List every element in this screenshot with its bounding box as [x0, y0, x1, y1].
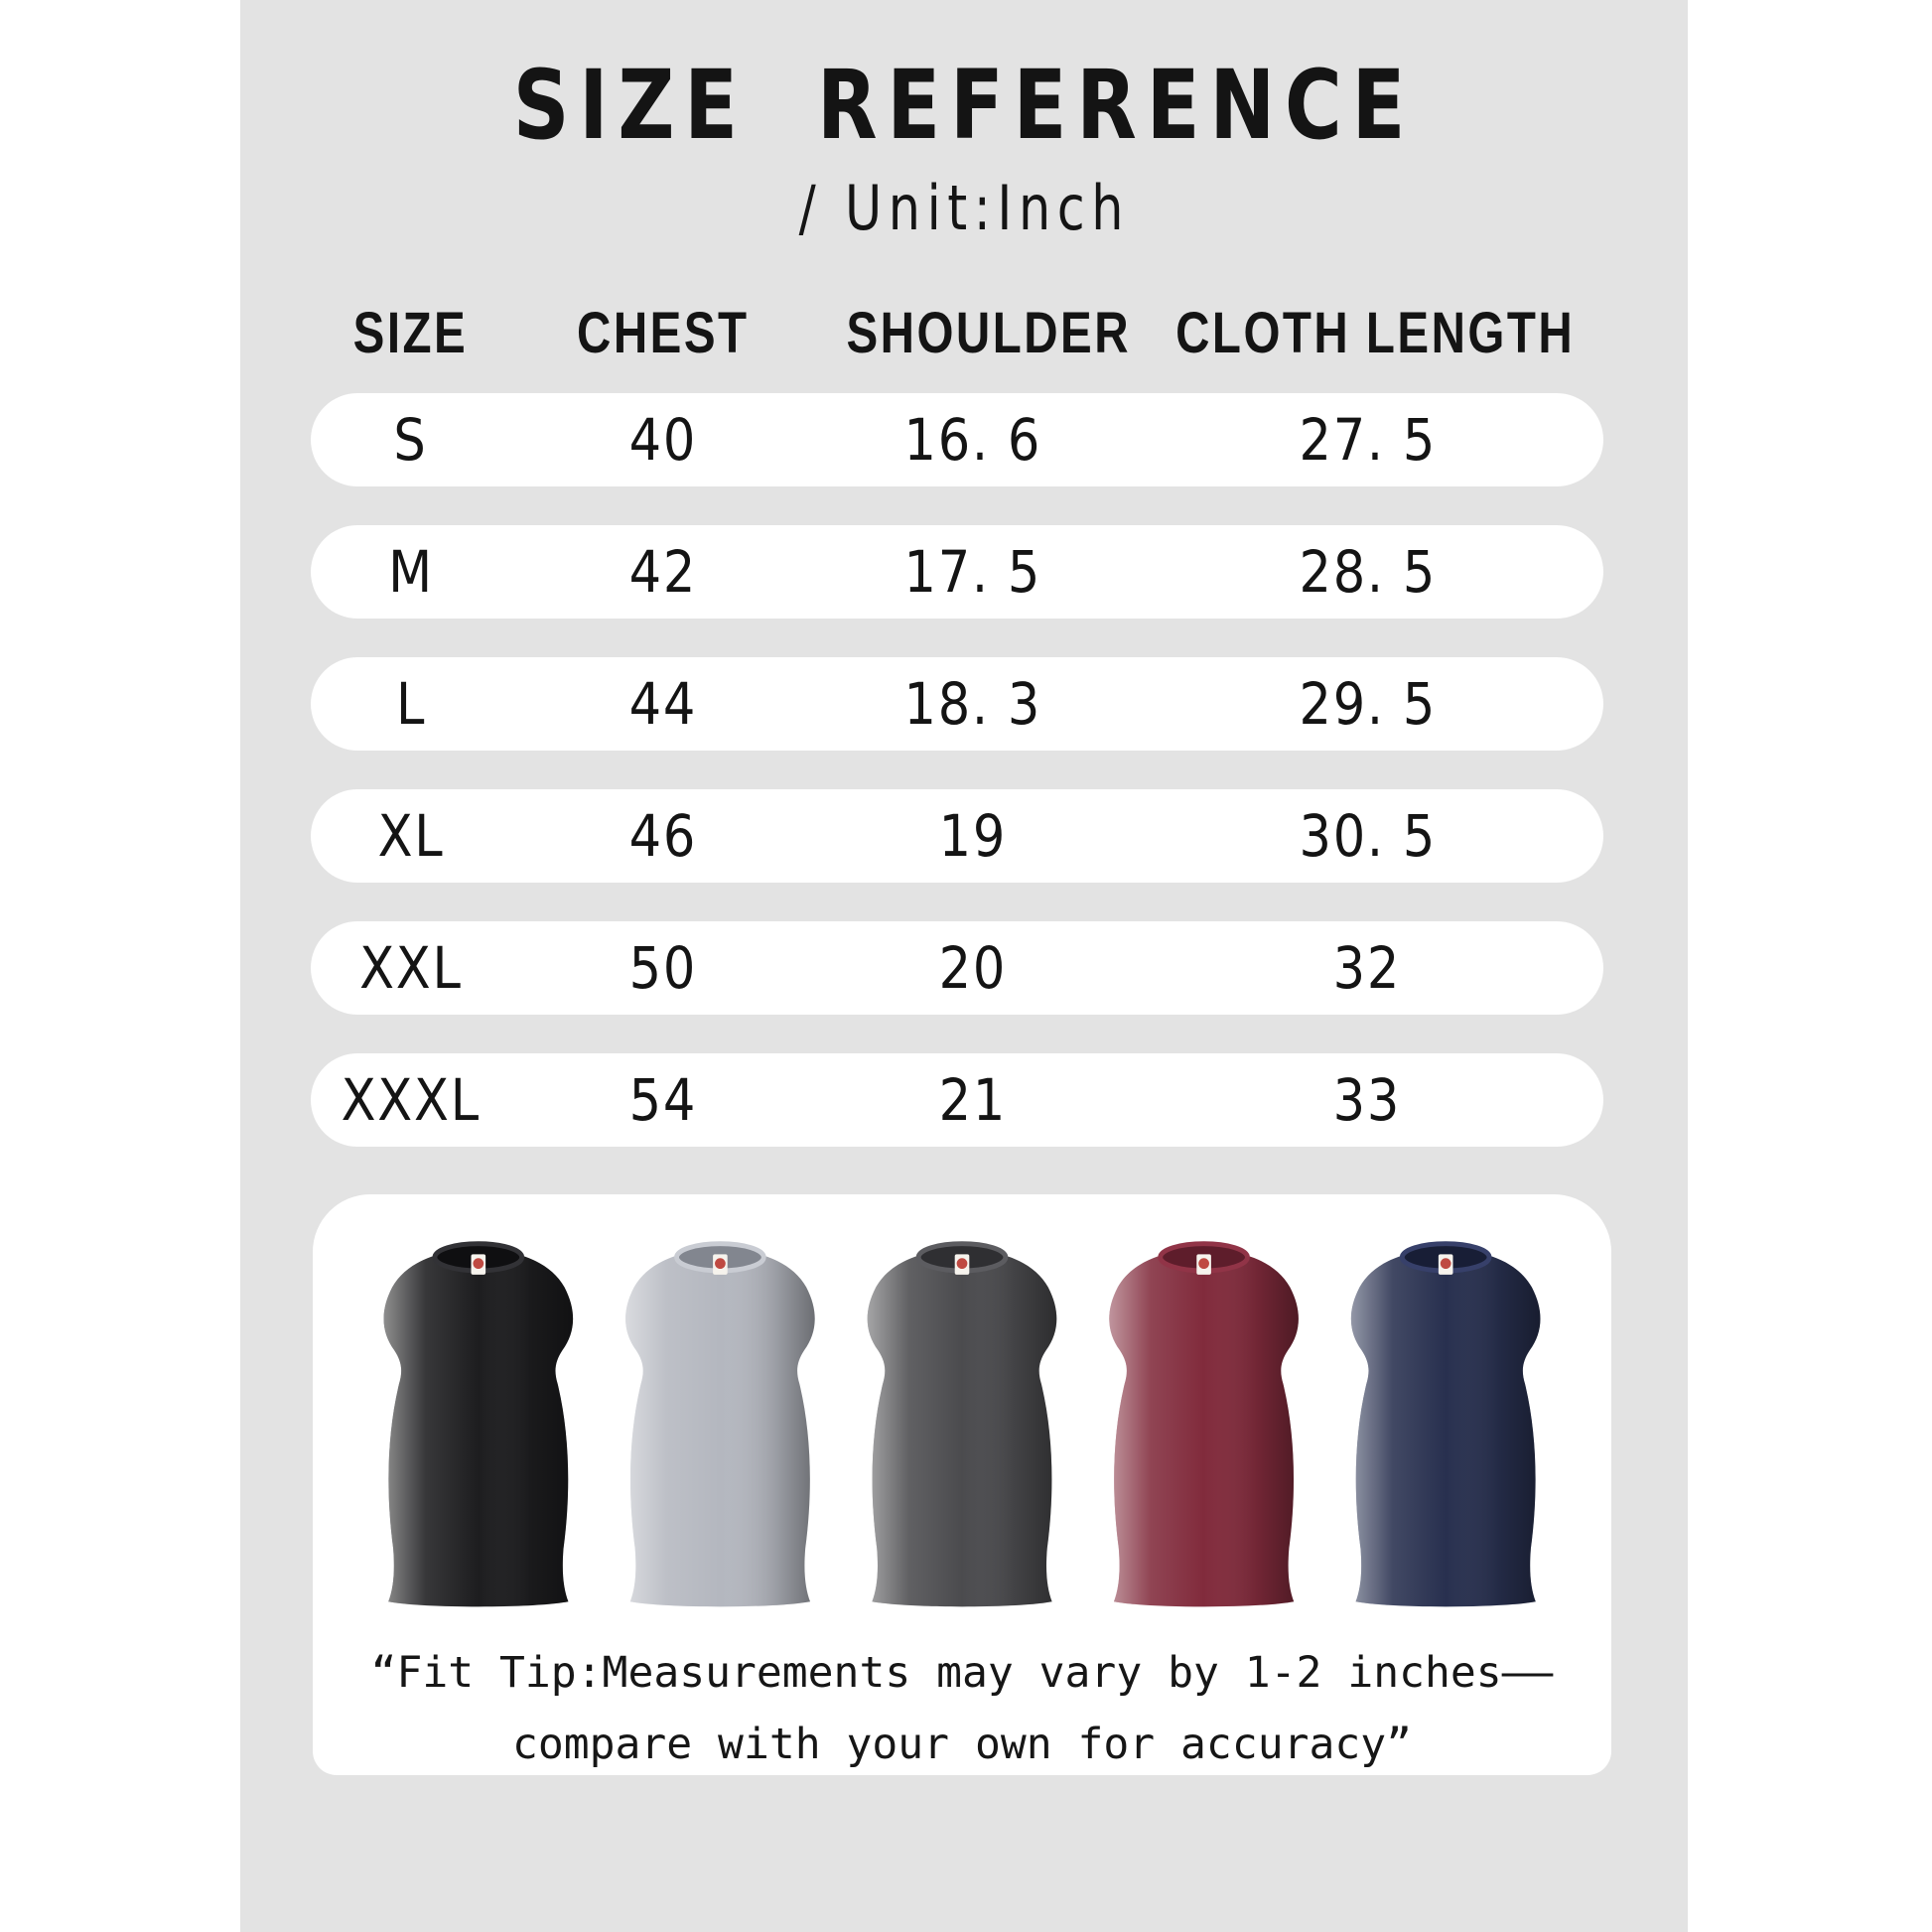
cloth-length-value: 29. 5: [1299, 670, 1437, 738]
table-row-xxl: XXL 50 20 32: [311, 921, 1603, 1015]
chest-value: 50: [628, 934, 698, 1002]
unit-subtitle-text: / Unit:Inch: [798, 172, 1130, 244]
tank-top-graphic: [383, 1241, 1541, 1607]
table-row-xl: XL 46 19 30. 5: [311, 789, 1603, 883]
neck-tag: [1196, 1254, 1211, 1275]
fit-tip-line-1: “Fit Tip:Measurements may vary by 1-2 in…: [370, 1648, 1554, 1698]
table-row-m: M 42 17. 5 28. 5: [311, 525, 1603, 619]
tank-top-black: [383, 1241, 574, 1607]
column-header-size: SIZE: [353, 300, 469, 365]
neck-tag: [954, 1254, 970, 1275]
cloth-length-value: 32: [1333, 934, 1402, 1002]
tank-top-gallery: [333, 1232, 1591, 1609]
table-row-l: L 44 18. 3 29. 5: [311, 657, 1603, 751]
size-value: XXXL: [341, 1066, 482, 1134]
tank-top-navy: [1350, 1241, 1541, 1607]
fabric-shading: [1350, 1244, 1541, 1607]
neck-tag: [713, 1254, 728, 1275]
chest-value: 46: [628, 802, 698, 870]
table-header-row: SIZE CHEST SHOULDER CLOTH LENGTH: [311, 296, 1603, 369]
size-table: S 40 16. 6 27. 5 M 42 17. 5 28. 5 L 44 1…: [311, 393, 1603, 1147]
cloth-length-value: 30. 5: [1299, 802, 1437, 870]
size-value: S: [393, 406, 428, 474]
unit-subtitle: / Unit:Inch: [240, 172, 1688, 244]
chest-value: 40: [628, 406, 698, 474]
fit-tip-line-2: compare with your own for accuracy”: [511, 1720, 1413, 1769]
product-photo-card: “Fit Tip:Measurements may vary by 1-2 in…: [313, 1194, 1611, 1775]
tank-top-burgundy: [1109, 1241, 1299, 1607]
fabric-shading: [383, 1244, 574, 1607]
fabric-shading: [1109, 1244, 1299, 1607]
shoulder-value: 18. 3: [903, 670, 1042, 738]
fit-tip: “Fit Tip:Measurements may vary by 1-2 in…: [313, 1637, 1611, 1780]
column-header-cloth-length: CLOTH LENGTH: [1174, 300, 1575, 365]
page-title: SIZE REFERENCE: [240, 58, 1688, 153]
chest-value: 42: [628, 538, 698, 606]
size-value: M: [387, 538, 434, 606]
table-row-xxxl: XXXL 54 21 33: [311, 1053, 1603, 1147]
shoulder-value: 17. 5: [903, 538, 1042, 606]
tank-top-dark-gray: [867, 1241, 1057, 1607]
cloth-length-value: 28. 5: [1299, 538, 1437, 606]
shoulder-value: 16. 6: [903, 406, 1042, 474]
neck-tag: [1438, 1254, 1453, 1275]
chest-value: 44: [628, 670, 698, 738]
size-chart-panel: SIZE REFERENCE / Unit:Inch SIZE CHEST SH…: [240, 0, 1688, 1932]
shoulder-value: 21: [939, 1066, 1008, 1134]
size-value: L: [395, 670, 427, 738]
shoulder-value: 19: [939, 802, 1008, 870]
size-value: XXL: [359, 934, 463, 1002]
shoulder-value: 20: [939, 934, 1008, 1002]
column-header-shoulder: SHOULDER: [846, 300, 1131, 365]
cloth-length-value: 27. 5: [1299, 406, 1437, 474]
neck-tag: [471, 1254, 486, 1275]
tank-top-light-gray: [625, 1241, 815, 1607]
column-header-chest: CHEST: [577, 300, 750, 365]
size-value: XL: [377, 802, 445, 870]
cloth-length-value: 33: [1333, 1066, 1402, 1134]
chest-value: 54: [628, 1066, 698, 1134]
table-row-s: S 40 16. 6 27. 5: [311, 393, 1603, 486]
fabric-shading: [625, 1244, 815, 1607]
fabric-shading: [867, 1244, 1057, 1607]
page-title-text: SIZE REFERENCE: [512, 50, 1416, 161]
